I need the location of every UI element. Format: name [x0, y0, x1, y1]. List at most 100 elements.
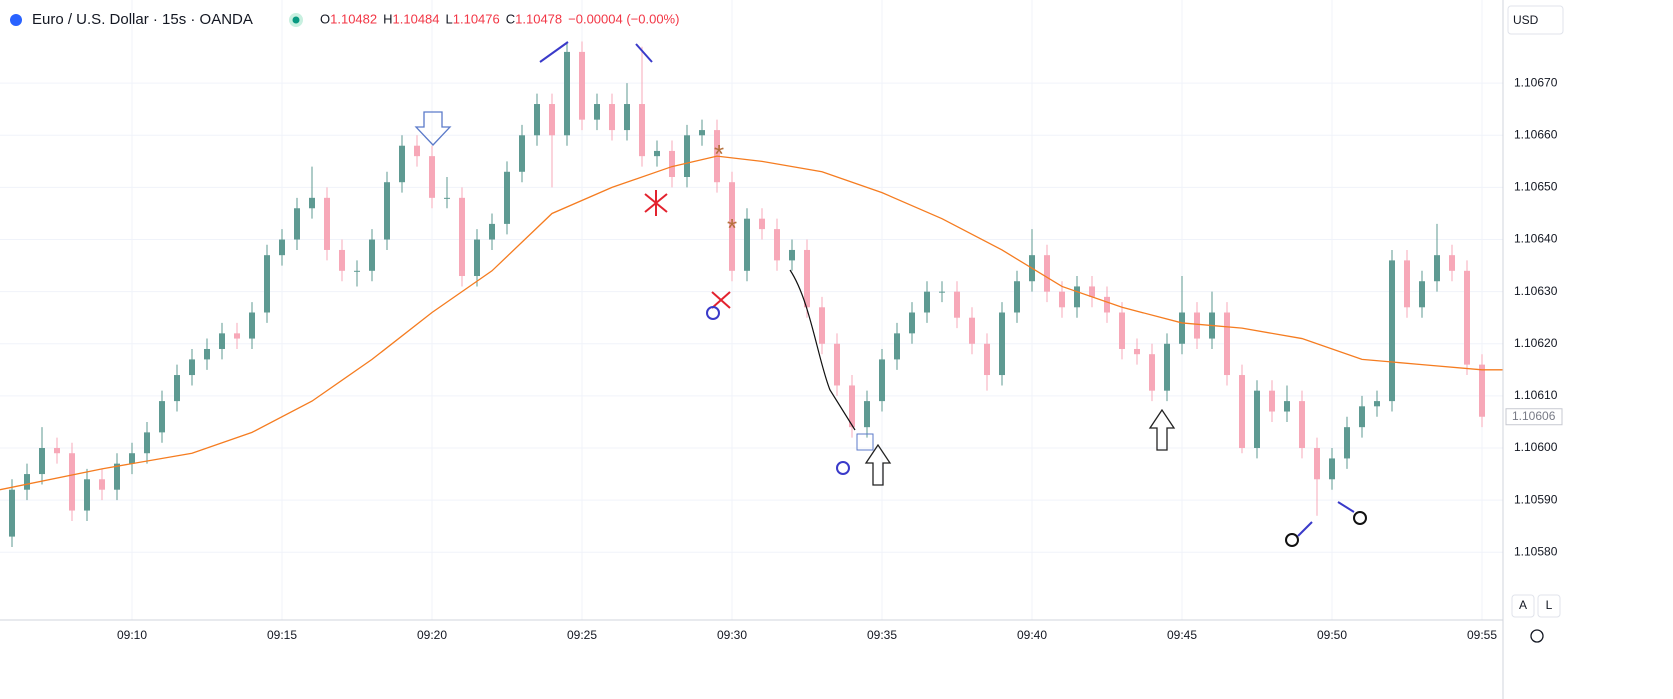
- path-line: [789, 269, 856, 431]
- x-tick-label: 09:25: [567, 628, 597, 642]
- auto-button[interactable]: [1511, 594, 1535, 618]
- candle-body: [1014, 281, 1020, 313]
- candle-body: [1284, 401, 1290, 412]
- candle-body: [1449, 255, 1455, 271]
- ohlc-key: O: [320, 11, 330, 26]
- settings-icon[interactable]: [1530, 629, 1544, 643]
- candle-body: [954, 291, 960, 318]
- candle-body: [849, 385, 855, 428]
- line: [1337, 501, 1355, 513]
- circle: [1285, 533, 1299, 547]
- x-tick-label: 09:50: [1317, 628, 1347, 642]
- lines: [539, 41, 653, 63]
- candle-body: [114, 463, 120, 490]
- candle-body: [594, 104, 600, 120]
- candle-body: [414, 145, 420, 157]
- candle-body: [774, 229, 780, 261]
- candle-body: [699, 130, 705, 136]
- candle-body: [1374, 401, 1380, 407]
- candle-body: [609, 104, 615, 131]
- candle-body: [234, 333, 240, 339]
- candle-body: [1464, 270, 1470, 365]
- candle-body: [69, 453, 75, 511]
- candle-body: [879, 359, 885, 402]
- candle-body: [324, 197, 330, 250]
- y-tick-label: 1.10650: [1514, 180, 1558, 194]
- candle-body: [369, 239, 375, 271]
- candle-body: [789, 249, 795, 261]
- log-button[interactable]: [1537, 594, 1561, 618]
- currency-button[interactable]: [1507, 5, 1564, 35]
- ohlc-value: 1.10484: [393, 11, 440, 26]
- y-tick-label: 1.10610: [1514, 388, 1558, 402]
- ohlc: O 1.10482 H 1.10484 L 1.10476 C 1.10478 −0.00004…: [320, 11, 679, 26]
- y-tick-label: 1.10630: [1514, 284, 1558, 298]
- moving-average: [0, 155, 1503, 491]
- x-tick-label: 09:35: [867, 628, 897, 642]
- y-tick-label: 1.10580: [1514, 544, 1558, 558]
- candle-body: [669, 150, 675, 177]
- y-tick-label: 1.10600: [1514, 440, 1558, 454]
- candle-body: [189, 359, 195, 376]
- arrow-down: [414, 111, 452, 146]
- candle-body: [309, 197, 315, 209]
- candle-body: [1149, 354, 1155, 391]
- cross: [644, 190, 668, 216]
- auto-label[interactable]: A: [1519, 598, 1527, 612]
- candle-body: [24, 474, 30, 490]
- candle-body: [729, 182, 735, 271]
- ohlc-key: C: [506, 11, 515, 26]
- candle-body: [1179, 312, 1185, 344]
- candle-body: [54, 448, 60, 454]
- candle-body: [504, 171, 510, 224]
- candle-body: [1314, 448, 1320, 480]
- candle-body: [84, 479, 90, 511]
- candle-body: [1239, 375, 1245, 449]
- y-tick-label: 1.10620: [1514, 336, 1558, 350]
- candle-body: [1269, 390, 1275, 412]
- candle-body: [804, 249, 810, 308]
- candle-body: [924, 291, 930, 313]
- candle-body: [684, 135, 690, 177]
- cross: [711, 291, 731, 309]
- candle-body: [1059, 291, 1065, 308]
- candle-body: [1254, 390, 1260, 449]
- candle-body: [9, 489, 15, 537]
- candle-body: [339, 249, 345, 271]
- x-tick-label: 09:55: [1467, 628, 1497, 642]
- currency[interactable]: USD: [1513, 13, 1539, 27]
- candle-body: [654, 150, 660, 157]
- circle: [1353, 511, 1367, 525]
- candle-body: [1479, 364, 1485, 417]
- log-label[interactable]: L: [1546, 598, 1553, 612]
- candle-body: [894, 333, 900, 360]
- candle-body: [1329, 458, 1335, 480]
- candle-body: [39, 448, 45, 475]
- circle: [836, 461, 850, 475]
- last-price-label: 1.10606: [1512, 409, 1556, 423]
- candle-body: [354, 270, 360, 272]
- candle-body: [984, 343, 990, 376]
- y-tick-label: 1.10660: [1514, 127, 1558, 141]
- candle-body: [399, 145, 405, 183]
- ohlc-value: 1.10476: [453, 11, 500, 26]
- candle-body: [1119, 312, 1125, 349]
- candle-body: [459, 197, 465, 277]
- candle-body: [1344, 427, 1350, 459]
- candle-body: [624, 104, 630, 131]
- candle-body: [1389, 260, 1395, 402]
- candle-body: [1404, 260, 1410, 308]
- candle-body: [204, 348, 210, 360]
- candle-body: [1089, 286, 1095, 297]
- candle-body: [639, 104, 645, 157]
- candle-body: [969, 317, 975, 344]
- y-tick-label: 1.10590: [1514, 492, 1558, 506]
- candle-body: [579, 51, 585, 120]
- candle-body: [519, 135, 525, 172]
- arrow-up: [864, 443, 892, 486]
- candle-body: [129, 453, 135, 464]
- candle-body: [99, 479, 105, 490]
- ohlc-key: H: [383, 11, 392, 26]
- y-tick-label: 1.10640: [1514, 232, 1558, 246]
